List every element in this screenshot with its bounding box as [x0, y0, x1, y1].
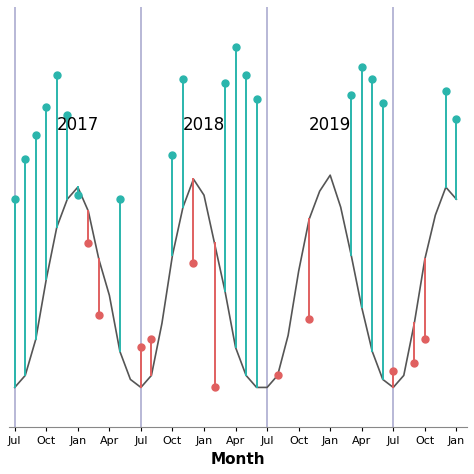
Text: 2019: 2019 — [309, 116, 351, 134]
X-axis label: Month: Month — [211, 452, 265, 467]
Text: 2017: 2017 — [57, 116, 99, 134]
Text: 2018: 2018 — [183, 116, 225, 134]
